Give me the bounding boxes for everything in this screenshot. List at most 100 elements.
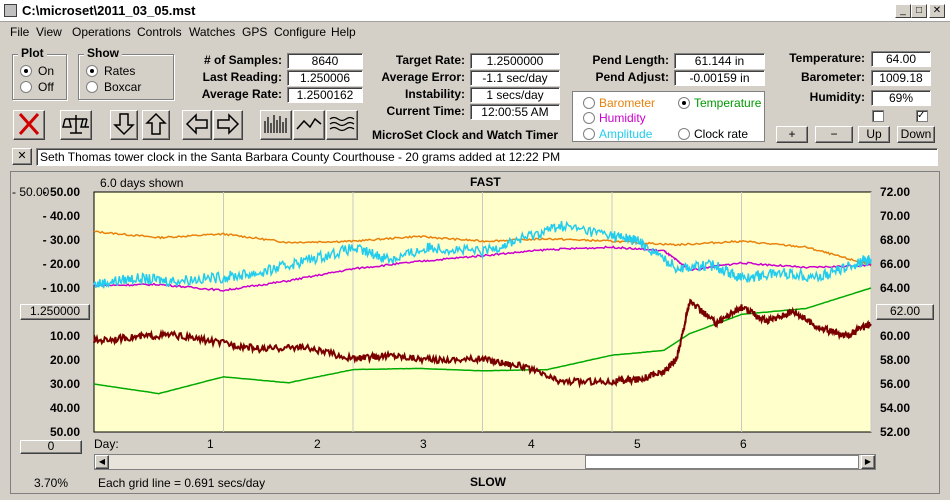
- series-line-clock-rate: [93, 298, 872, 389]
- percent-label: 3.70%: [34, 476, 69, 490]
- samples-value: 8640: [287, 53, 363, 69]
- arrow-left-icon: [185, 113, 208, 135]
- plot-on-radio[interactable]: [20, 65, 32, 77]
- left-tick-label: 30.00: [49, 377, 80, 391]
- bar-chart-button[interactable]: [260, 110, 292, 140]
- amplitude-option: Amplitude: [599, 127, 653, 141]
- target-rate-value[interactable]: 1.2500000: [470, 53, 560, 69]
- left-tick-label: - 20.00: [42, 257, 80, 271]
- arrow-down-button[interactable]: [110, 110, 138, 140]
- right-tick-label: 56.00: [880, 377, 911, 391]
- pend-length-value: 61.144 in: [674, 53, 765, 69]
- menu-file[interactable]: File: [10, 25, 30, 39]
- scroll-thumb[interactable]: [585, 455, 859, 469]
- menu-view[interactable]: View: [36, 25, 62, 39]
- plot-off-radio[interactable]: [20, 81, 32, 93]
- scroll-right-arrow[interactable]: ▶: [861, 455, 875, 469]
- minimize-icon[interactable]: _: [895, 4, 911, 18]
- note-input[interactable]: Seth Thomas tower clock in the Santa Bar…: [36, 148, 938, 166]
- arrow-up-button[interactable]: [142, 110, 170, 140]
- right-tick-label: 64.00: [880, 281, 911, 295]
- center-rate-button[interactable]: 1.250000: [20, 304, 90, 320]
- left-tick-label: - 50.00: [42, 185, 80, 199]
- chart-panel: [10, 171, 940, 494]
- red-x-icon: [18, 112, 40, 136]
- average-error-label: Average Error:: [381, 70, 465, 84]
- day-tick-3: 3: [420, 437, 427, 451]
- clear-button[interactable]: [13, 110, 45, 140]
- left-tick-label: 40.00: [49, 401, 80, 415]
- last-reading-label: Last Reading:: [202, 70, 282, 84]
- left-tick-label: - 30.00: [42, 233, 80, 247]
- menu-operations[interactable]: Operations: [72, 25, 131, 39]
- arrow-right-button[interactable]: [213, 110, 243, 140]
- left-tick-label: - 10.00: [42, 281, 80, 295]
- arrow-down-icon: [113, 113, 135, 136]
- right-center-button[interactable]: 62.00: [876, 304, 934, 320]
- humidity-option: Humidity: [599, 111, 646, 125]
- right-tick-label: 66.00: [880, 257, 911, 271]
- menu-bar: File View Operations Controls Watches GP…: [0, 22, 950, 42]
- waves-button[interactable]: [326, 110, 358, 140]
- line-wave-icon: [296, 117, 322, 130]
- close-icon[interactable]: ✕: [929, 4, 945, 18]
- series-line-humidity: [93, 245, 872, 292]
- balance-button[interactable]: [60, 110, 92, 140]
- arrow-right-icon: [217, 113, 240, 135]
- day-tick-6: 6: [740, 437, 747, 451]
- left-tick-0: - 50.00: [12, 185, 50, 199]
- line-chart-button[interactable]: [293, 110, 325, 140]
- current-time-value: 12:00:55 AM: [470, 104, 560, 120]
- show-group-title: Show: [84, 46, 122, 60]
- right-tick-label: 70.00: [880, 209, 911, 223]
- option-checkbox-1[interactable]: [872, 110, 884, 122]
- option-checkbox-2[interactable]: ✓: [916, 110, 928, 122]
- right-tick-label: 72.00: [880, 185, 911, 199]
- plot-group-title: Plot: [18, 46, 47, 60]
- scale-minus-button[interactable]: −: [815, 126, 853, 143]
- arrow-left-button[interactable]: [182, 110, 212, 140]
- menu-help[interactable]: Help: [331, 25, 356, 39]
- humidity-label: Humidity:: [809, 90, 865, 104]
- scale-up-button[interactable]: Up: [858, 126, 890, 143]
- temperature-radio[interactable]: [678, 97, 690, 109]
- left-tick-label: 50.00: [49, 425, 80, 439]
- balance-scale-icon: [62, 115, 89, 134]
- menu-configure[interactable]: Configure: [274, 25, 327, 39]
- humidity-radio[interactable]: [583, 112, 595, 124]
- maximize-icon[interactable]: □: [911, 4, 927, 18]
- barometer-radio[interactable]: [583, 97, 595, 109]
- instability-value: 1 secs/day: [470, 87, 560, 103]
- slow-label: SLOW: [470, 475, 506, 489]
- day-tick-4: 4: [528, 437, 535, 451]
- clock-rate-option: Clock rate: [694, 127, 749, 141]
- menu-watches[interactable]: Watches: [189, 25, 236, 39]
- app-name-label: MicroSet Clock and Watch Timer: [372, 128, 559, 142]
- amplitude-radio[interactable]: [583, 128, 595, 140]
- scale-down-button[interactable]: Down: [897, 126, 935, 143]
- show-rates-label: Rates: [104, 64, 136, 78]
- histogram-icon: [264, 115, 287, 133]
- menu-gps[interactable]: GPS: [242, 25, 268, 39]
- pend-adjust-label: Pend Adjust:: [595, 70, 669, 84]
- grid-note-label: Each grid line = 0.691 secs/day: [98, 476, 266, 490]
- menu-controls[interactable]: Controls: [137, 25, 182, 39]
- day-tick-5: 5: [634, 437, 641, 451]
- scroll-left-arrow[interactable]: ◀: [95, 455, 109, 469]
- scale-plus-button[interactable]: +: [776, 126, 808, 143]
- arrow-up-icon: [145, 112, 167, 135]
- sensor-select-panel: [572, 91, 765, 142]
- multi-wave-icon: [329, 116, 355, 132]
- last-reading-value: 1.250006: [287, 70, 363, 86]
- clear-note-button[interactable]: ✕: [12, 148, 32, 165]
- barometer-option: Barometer: [599, 96, 656, 110]
- show-boxcar-radio[interactable]: [86, 81, 98, 93]
- offset-button[interactable]: 0: [20, 440, 82, 454]
- title-bar: C:\microset\2011_03_05.mst _ □ ✕: [0, 0, 950, 22]
- show-rates-radio[interactable]: [86, 65, 98, 77]
- pend-adjust-value: -0.00159 in: [674, 70, 765, 86]
- clock-rate-radio[interactable]: [678, 128, 690, 140]
- horizontal-scrollbar[interactable]: ◀ ▶: [94, 454, 876, 470]
- left-tick-label: - 40.00: [42, 209, 80, 223]
